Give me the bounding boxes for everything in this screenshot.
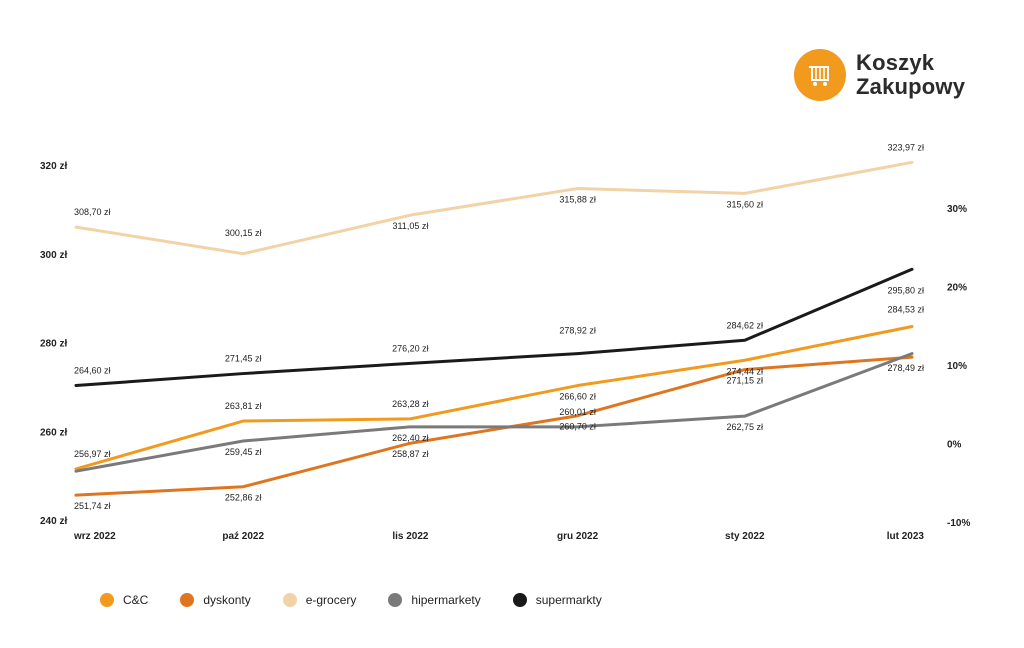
- legend-swatch: [180, 593, 195, 607]
- data-label: 308,70 zł: [74, 207, 111, 217]
- legend-label: supermarkty: [535, 593, 602, 607]
- data-label: 262,75 zł: [727, 422, 764, 432]
- series-line-C&C: [74, 325, 914, 471]
- y2-tick-label: 0%: [947, 440, 962, 451]
- data-label: 278,49 zł: [887, 363, 924, 373]
- y-tick-label: 280 zł: [40, 339, 67, 350]
- y2-tick-label: -10%: [947, 518, 970, 529]
- legend-item: e-grocery: [282, 593, 357, 607]
- legend-item: supermarkty: [512, 593, 602, 607]
- data-label: 262,40 zł: [392, 433, 429, 443]
- data-label: 251,74 zł: [74, 501, 111, 511]
- data-label: 260,70 zł: [559, 422, 596, 432]
- series-line-hipermarkety: [74, 352, 914, 473]
- shopping-cart-icon: [794, 49, 846, 101]
- data-label: 315,88 zł: [559, 195, 596, 205]
- data-label: 252,86 zł: [225, 493, 262, 503]
- data-label: 311,05 zł: [392, 221, 428, 231]
- legend-item: dyskonty: [180, 593, 251, 607]
- legend-label: dyskonty: [203, 593, 251, 607]
- x-tick-label: lut 2023: [887, 531, 925, 542]
- data-label: 271,15 zł: [727, 376, 764, 386]
- y-axis-right: -10% 0% 10% 20% 30%: [947, 204, 970, 529]
- brand-line-1: Koszyk: [856, 50, 935, 75]
- x-tick-label: wrz 2022: [73, 531, 116, 542]
- y-tick-label: 300 zł: [40, 250, 67, 261]
- y2-tick-label: 30%: [947, 204, 967, 215]
- legend-item: hipermarkety: [388, 593, 481, 607]
- legend-label: hipermarkety: [411, 593, 481, 607]
- x-tick-label: lis 2022: [392, 531, 429, 542]
- series-line-e-grocery: [74, 160, 914, 256]
- y-tick-label: 240 zł: [40, 516, 67, 527]
- data-labels: 256,97 zł 263,81 zł 263,28 zł 266,60 zł 274,…: [74, 142, 924, 511]
- data-label: 300,15 zł: [225, 228, 262, 238]
- x-tick-label: gru 2022: [557, 531, 599, 542]
- legend-swatch: [512, 593, 527, 607]
- y2-tick-label: 20%: [947, 283, 967, 294]
- legend-label: C&C: [123, 593, 149, 607]
- legend-swatch: [388, 593, 403, 607]
- data-label: 323,97 zł: [887, 142, 924, 152]
- data-label: 258,87 zł: [392, 449, 429, 459]
- brand-line-2: Zakupowy: [856, 74, 966, 99]
- data-label: 271,45 zł: [225, 354, 262, 364]
- legend-swatch: [282, 593, 297, 607]
- data-label: 276,20 zł: [392, 343, 429, 353]
- series-line-dyskonty: [74, 355, 914, 497]
- data-label: 278,92 zł: [559, 326, 596, 336]
- data-label: 295,80 zł: [887, 285, 924, 295]
- data-label: 263,81 zł: [225, 401, 262, 411]
- data-label: 284,62 zł: [727, 320, 764, 330]
- data-label: 264,60 zł: [74, 366, 111, 376]
- data-label: 315,60 zł: [727, 199, 764, 209]
- y-tick-label: 260 zł: [40, 427, 67, 438]
- y2-tick-label: 10%: [947, 361, 967, 372]
- koszyk-zakupowy-logo: Koszyk Zakupowy: [794, 48, 994, 102]
- y-tick-label: 320 zł: [40, 161, 67, 172]
- legend-item: C&C: [100, 593, 148, 607]
- y-axis-left: 240 zł 260 zł 280 zł 300 zł 320 zł: [40, 161, 67, 527]
- data-label: 266,60 zł: [559, 392, 596, 402]
- chart-legend: C&C dyskonty e-grocery hipermarkety supermar…: [100, 591, 634, 609]
- data-label: 256,97 zł: [74, 449, 111, 459]
- x-tick-label: paź 2022: [222, 531, 264, 542]
- data-label: 274,44 zł: [727, 366, 764, 376]
- x-tick-label: sty 2022: [725, 531, 765, 542]
- data-label: 263,28 zł: [392, 399, 429, 409]
- series-lines: [74, 160, 914, 497]
- data-label: 260,01 zł: [559, 407, 596, 417]
- x-axis: wrz 2022 paź 2022 lis 2022 gru 2022 sty 2022…: [73, 531, 924, 542]
- data-label: 284,53 zł: [887, 305, 924, 315]
- brand-name: Koszyk Zakupowy: [856, 51, 965, 99]
- series-line-supermarkty: [74, 267, 914, 388]
- legend-label: e-grocery: [305, 593, 357, 607]
- legend-swatch: [100, 593, 114, 607]
- data-label: 259,45 zł: [225, 447, 262, 457]
